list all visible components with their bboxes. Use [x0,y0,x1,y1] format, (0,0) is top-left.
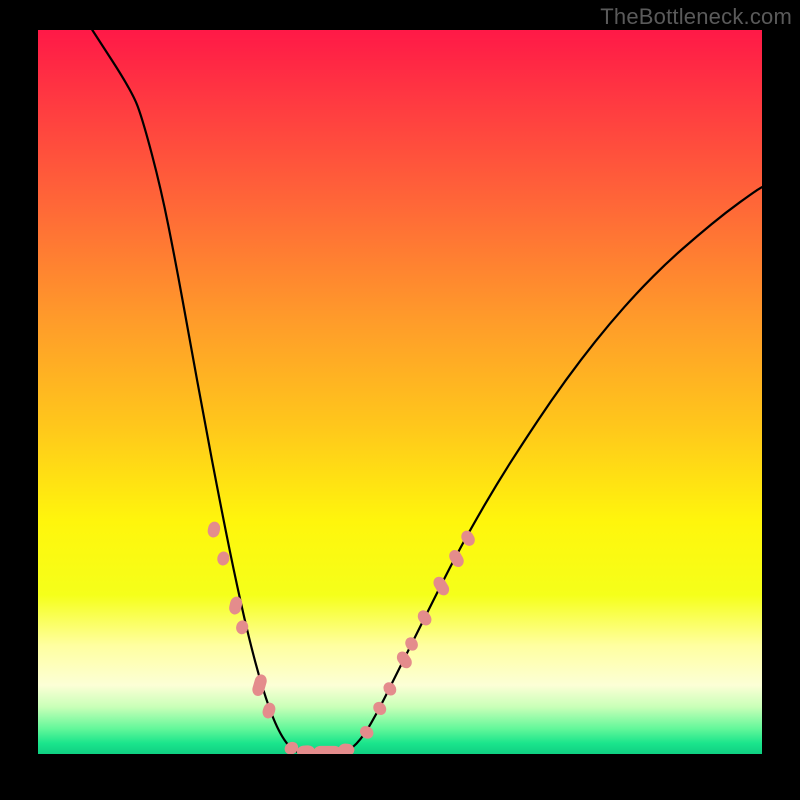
chart-stage: TheBottleneck.com [0,0,800,800]
curve-marker [314,746,342,754]
watermark-text: TheBottleneck.com [600,4,792,30]
plot-area [38,30,762,754]
chart-svg [38,30,762,754]
